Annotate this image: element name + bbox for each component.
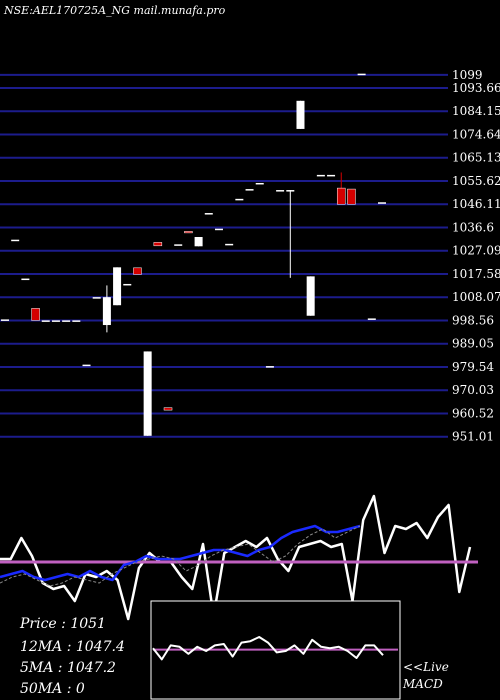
candle-body: [51, 320, 60, 322]
candle-body: [31, 308, 40, 321]
candle-body: [235, 198, 244, 201]
y-tick-label: 960.52: [452, 406, 494, 420]
candle-body: [11, 239, 20, 242]
candle-body: [21, 278, 30, 281]
ma50-readout: 50MA : 0: [20, 681, 85, 697]
price-readout: Price : 1051: [19, 616, 106, 632]
y-tick-label: 1099: [452, 68, 483, 82]
candle-body: [225, 243, 234, 246]
macd-secondary-line: [0, 525, 361, 587]
candle-body: [1, 319, 9, 321]
y-tick-label: 1065.13: [452, 151, 500, 165]
candle-body: [367, 318, 376, 320]
y-tick-label: 1055.62: [452, 174, 500, 188]
y-tick-label: 1084.15: [452, 104, 500, 118]
candlestick-series: [1, 73, 386, 436]
y-tick-label: 1027.09: [452, 244, 500, 258]
stats-panel: Price : 1051 12MA : 1047.4 5MA : 1047.2 …: [19, 616, 125, 697]
candle-body: [72, 320, 81, 322]
candle-body: [336, 187, 346, 205]
candle-body: [347, 188, 356, 205]
y-tick-label: 951.01: [452, 430, 494, 444]
candle-body: [174, 244, 183, 246]
live-macd-label: <<Live MACD: [402, 660, 449, 691]
candle-body: [41, 320, 50, 322]
candle-body: [296, 100, 305, 129]
candle-body: [327, 174, 336, 177]
y-tick-label: 1017.58: [452, 267, 500, 281]
candle-body: [102, 297, 111, 326]
candle-body: [184, 231, 193, 234]
live-macd-label-line2: MACD: [402, 677, 443, 691]
candle-body: [255, 182, 264, 185]
candle-body: [378, 202, 386, 204]
candle-body: [265, 366, 274, 368]
live-macd-label-line1: <<Live: [403, 660, 449, 674]
y-tick-label: 979.54: [452, 360, 494, 374]
candle-body: [306, 276, 315, 316]
y-tick-label: 989.05: [452, 337, 494, 351]
candle-body: [214, 228, 223, 231]
y-tick-label: 1008.07: [452, 290, 500, 304]
candle-body: [123, 283, 132, 286]
chart-title: NSE:AEL170725A_NG mail.munafa.pro: [3, 4, 226, 17]
mini-macd-line: [152, 636, 384, 661]
y-tick-label: 1074.64: [452, 127, 500, 141]
ma5-readout: 5MA : 1047.2: [20, 660, 116, 676]
candle-body: [316, 174, 325, 177]
y-tick-label: 970.03: [452, 383, 494, 397]
candle-body: [245, 189, 254, 191]
candle-body: [163, 407, 173, 411]
y-tick-label: 1093.66: [452, 81, 500, 95]
candle-body: [204, 213, 213, 215]
candle-body: [286, 190, 295, 192]
candle-body: [153, 242, 163, 247]
macd-moving-average-line: [0, 524, 361, 582]
candle-body: [357, 73, 366, 76]
macd-indicator: [0, 494, 478, 621]
mini-macd-chart: [152, 636, 398, 661]
candle-body: [92, 297, 101, 299]
y-tick-label: 1036.6: [452, 220, 494, 234]
candle-body: [143, 351, 152, 436]
candle-body: [113, 267, 122, 306]
macd-line: [0, 494, 472, 621]
y-tick-label: 1046.11: [452, 197, 500, 211]
candle-body: [194, 237, 203, 247]
candle-body: [62, 320, 71, 322]
candle-body: [276, 190, 285, 192]
y-tick-label: 998.56: [452, 313, 494, 327]
ma12-readout: 12MA : 1047.4: [20, 639, 125, 655]
candle-body: [133, 267, 142, 275]
candle-body: [82, 364, 91, 367]
